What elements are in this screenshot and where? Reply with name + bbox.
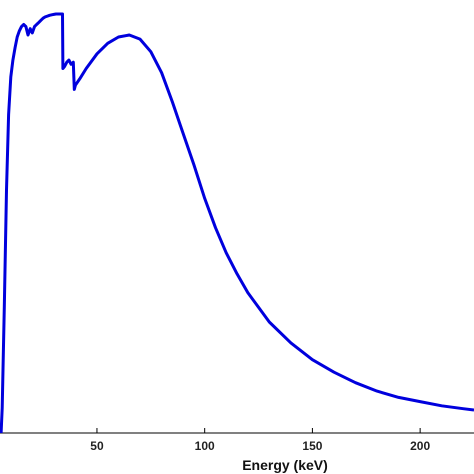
x-tick-label-150: 150	[302, 439, 322, 453]
x-axis-ticks: 50 100 150 200	[90, 428, 430, 453]
x-tick-label-50: 50	[90, 439, 104, 453]
x-tick-label-200: 200	[410, 439, 430, 453]
spectrum-series-line	[0, 12, 474, 434]
x-tick-label-100: 100	[195, 439, 215, 453]
x-axis-title: Energy (keV)	[242, 457, 328, 473]
